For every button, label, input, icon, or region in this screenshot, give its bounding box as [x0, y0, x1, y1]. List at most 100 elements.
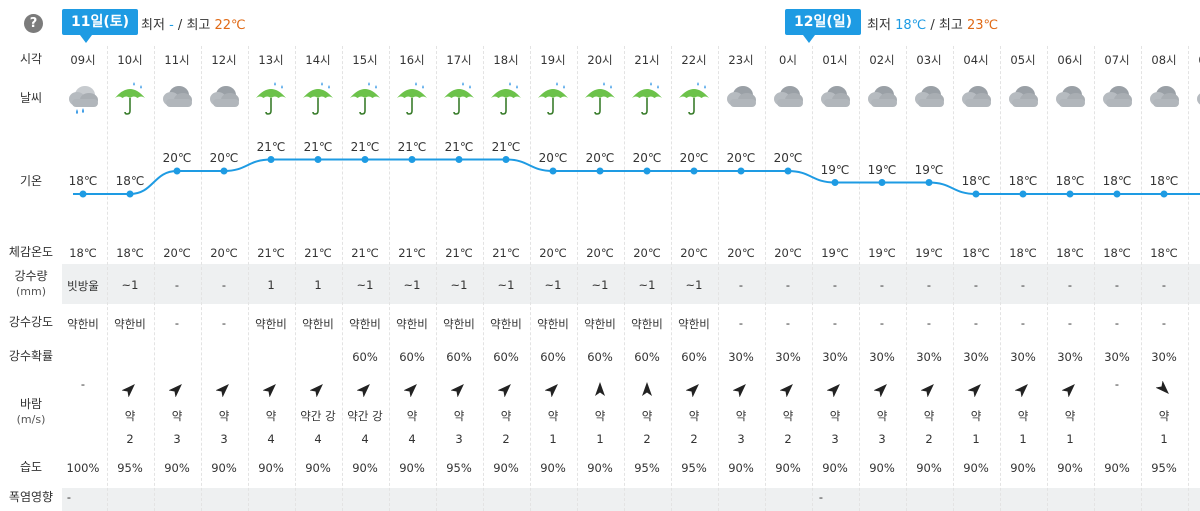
temperature-label: 21℃ [444, 139, 474, 154]
time-cell: 05시 [1010, 53, 1036, 67]
time-cell: 15시 [352, 53, 378, 67]
intensity-cell: - [1161, 316, 1167, 330]
time-cell: 17시 [446, 53, 472, 67]
wind-arrow-icon [1156, 381, 1172, 397]
wind-arrow-icon [592, 381, 608, 397]
humidity-cell: 90% [1104, 461, 1130, 475]
precip-cell: ~1 [356, 278, 374, 292]
temperature-label: 21℃ [256, 139, 286, 154]
time-cell: 06시 [1057, 53, 1083, 67]
wind-arrow-icon [780, 381, 796, 397]
intensity-cell: - [973, 316, 979, 330]
temperature-label: 20℃ [538, 151, 568, 165]
temperature-label: 20℃ [209, 151, 239, 165]
temperature-point [596, 167, 604, 175]
temperature-label: 20℃ [585, 151, 615, 165]
label-humidity: 습도 [19, 460, 43, 474]
wind-speed-cell: 3 [173, 432, 181, 446]
temperature-point [173, 167, 181, 175]
wind-speed-cell: 1 [1160, 432, 1168, 446]
column-divider [812, 46, 813, 511]
cloudy-icon [1050, 78, 1090, 118]
temperature-label: 20℃ [773, 151, 803, 165]
intensity-cell: 약한비 [67, 317, 99, 331]
prob-cell: 30% [822, 350, 848, 364]
wind-arrow-icon [404, 381, 420, 397]
humidity-cell: 95% [634, 461, 660, 475]
wind-arrow-icon [216, 381, 232, 397]
wind-strength-cell: 약 [171, 409, 183, 423]
wind-speed-cell: 1 [596, 432, 604, 446]
day-tag-12: 12일(일) [785, 9, 862, 43]
precip-cell: ~1 [591, 278, 609, 292]
feels-cell: 19℃ [821, 246, 849, 260]
heat-row-band [62, 488, 1200, 511]
time-cell: 01시 [822, 53, 848, 67]
prob-cell: 30% [1151, 350, 1177, 364]
intensity-cell: - [879, 316, 885, 330]
wind-speed-cell: 2 [925, 432, 933, 446]
wind-speed-cell: 2 [690, 432, 698, 446]
humidity-cell: 90% [869, 461, 895, 475]
label-temp: 기온 [19, 174, 43, 188]
temperature-point [408, 156, 416, 163]
intensity-cell: 약한비 [349, 317, 381, 331]
precip-cell: ~1 [497, 278, 515, 292]
humidity-cell: 90% [540, 461, 566, 475]
temperature-point [643, 167, 651, 175]
day-minmax-12: 최저 18℃ / 최고 23℃ [867, 18, 999, 33]
humidity-cell: 95% [1151, 461, 1177, 475]
temperature-label: 21℃ [303, 139, 333, 154]
temperature-label: 1 [1188, 174, 1200, 188]
cloudy-icon [721, 78, 761, 118]
cloudy-icon [1003, 78, 1043, 118]
intensity-cell: 약한비 [396, 317, 428, 331]
column-divider [530, 46, 531, 511]
temperature-point [784, 167, 792, 175]
wind-arrow-icon [968, 381, 984, 397]
time-cell: 04시 [963, 53, 989, 67]
wind-speed-cell: 3 [831, 432, 839, 446]
temperature-label: 18℃ [1055, 174, 1085, 188]
humidity-cell: 90% [963, 461, 989, 475]
wind-arrow-icon [451, 381, 467, 397]
feels-cell: 19℃ [868, 246, 896, 260]
temperature-point [925, 179, 933, 186]
column-divider [436, 46, 437, 511]
wind-speed-cell: 4 [408, 432, 416, 446]
humidity-cell: 90% [164, 461, 190, 475]
prob-cell: 30% [1057, 350, 1083, 364]
feels-cell: 18℃ [1009, 246, 1037, 260]
column-divider [624, 46, 625, 511]
column-divider [248, 46, 249, 511]
precip-cell: 빗방울 [67, 279, 99, 293]
temperature-point [831, 179, 839, 186]
time-cell: 11시 [164, 53, 190, 67]
wind-arrow-icon [733, 381, 749, 397]
help-icon[interactable]: ? [24, 14, 43, 33]
umbrella-icon [110, 78, 150, 118]
feels-cell: 21℃ [351, 246, 379, 260]
prob-cell: 60% [634, 350, 660, 364]
wind-strength-cell: 약 [453, 409, 465, 423]
prob-cell: 60% [587, 350, 613, 364]
time-cell: 20시 [587, 53, 613, 67]
temperature-point [314, 156, 322, 163]
temperature-label: 20℃ [632, 151, 662, 165]
wind-arrow-icon [639, 381, 655, 397]
umbrella-icon [298, 78, 338, 118]
cloudy-icon [1144, 78, 1184, 118]
time-cell: 14시 [305, 53, 331, 67]
column-divider [483, 46, 484, 511]
wind-speed-cell: 1 [1019, 432, 1027, 446]
humidity-cell: 90% [775, 461, 801, 475]
precip-cell: - [785, 278, 791, 292]
column-divider [107, 46, 108, 511]
heat-cell: - [818, 490, 824, 504]
prob-cell: 60% [493, 350, 519, 364]
precip-cell: - [1161, 278, 1167, 292]
umbrella-icon [251, 78, 291, 118]
feels-cell: 20℃ [727, 246, 755, 260]
prob-cell: 60% [540, 350, 566, 364]
umbrella-icon [674, 78, 714, 118]
